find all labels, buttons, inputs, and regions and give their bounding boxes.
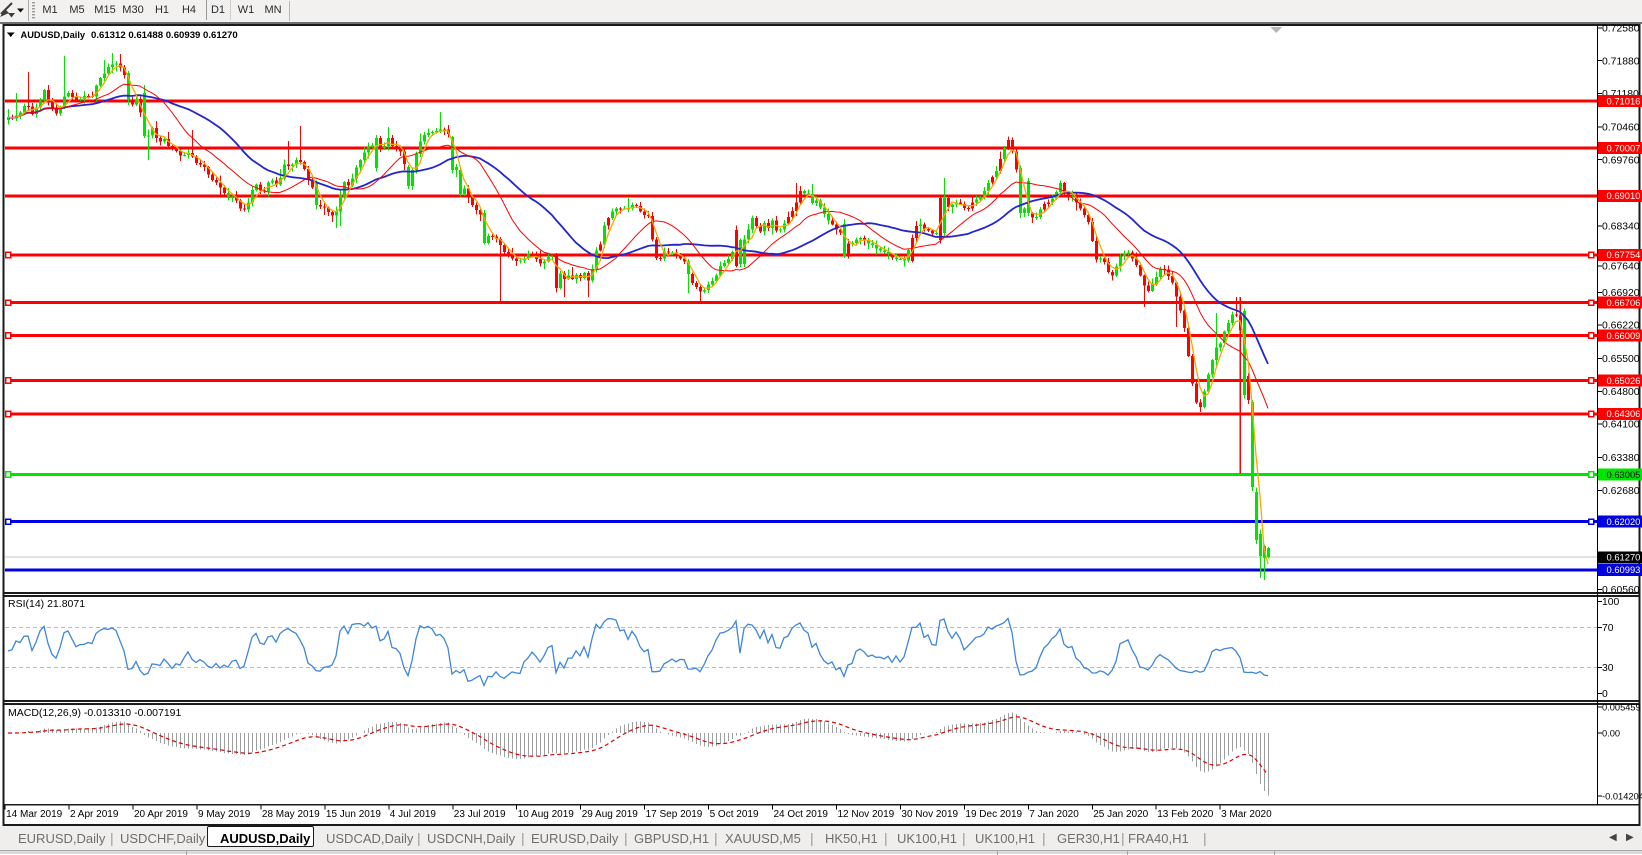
svg-text:0.71880: 0.71880: [1602, 56, 1640, 67]
svg-text:0.64306: 0.64306: [1607, 408, 1641, 419]
svg-text:25 Jan 2020: 25 Jan 2020: [1093, 809, 1148, 820]
svg-text:3 Mar 2020: 3 Mar 2020: [1221, 809, 1272, 820]
svg-text:0.68340: 0.68340: [1602, 222, 1640, 233]
svg-text:14 Mar 2019: 14 Mar 2019: [6, 809, 63, 820]
svg-text:0.005459: 0.005459: [1602, 702, 1641, 712]
svg-text:4 Jul 2019: 4 Jul 2019: [390, 809, 437, 820]
svg-text:0: 0: [1602, 689, 1608, 700]
svg-text:0.66920: 0.66920: [1602, 288, 1640, 299]
svg-text:19 Dec 2019: 19 Dec 2019: [965, 809, 1022, 820]
svg-text:0.60993: 0.60993: [1607, 564, 1641, 575]
svg-text:17 Sep 2019: 17 Sep 2019: [646, 809, 703, 820]
svg-text:0.70460: 0.70460: [1602, 123, 1640, 134]
svg-text:0.61270: 0.61270: [1607, 552, 1641, 563]
svg-text:0.60560: 0.60560: [1602, 585, 1640, 596]
svg-text:0.63380: 0.63380: [1602, 453, 1640, 464]
svg-text:0.70007: 0.70007: [1607, 142, 1641, 153]
svg-text:20 Apr 2019: 20 Apr 2019: [134, 809, 188, 820]
svg-text:0.63005: 0.63005: [1607, 469, 1641, 480]
svg-text:0.72580: 0.72580: [1602, 24, 1640, 35]
svg-text:0.64800: 0.64800: [1602, 387, 1640, 398]
svg-text:12 Nov 2019: 12 Nov 2019: [838, 809, 895, 820]
svg-text:0.69760: 0.69760: [1602, 155, 1640, 166]
svg-text:5 Oct 2019: 5 Oct 2019: [710, 809, 759, 820]
svg-text:0.00: 0.00: [1602, 728, 1620, 738]
svg-text:0.64100: 0.64100: [1602, 420, 1640, 431]
svg-text:29 Aug 2019: 29 Aug 2019: [582, 809, 639, 820]
svg-text:0.66009: 0.66009: [1607, 330, 1641, 341]
svg-text:30: 30: [1602, 663, 1614, 674]
svg-text:0.66220: 0.66220: [1602, 321, 1640, 332]
svg-text:70: 70: [1602, 623, 1614, 634]
svg-text:0.67640: 0.67640: [1602, 262, 1640, 273]
svg-text:0.71180: 0.71180: [1602, 89, 1639, 100]
svg-text:0.67754: 0.67754: [1607, 249, 1641, 260]
svg-text:MACD(12,26,9) -0.013310 -0.007: MACD(12,26,9) -0.013310 -0.007191: [8, 707, 182, 719]
svg-text:0.61312 0.61488 0.60939 0.6127: 0.61312 0.61488 0.60939 0.61270: [91, 30, 238, 41]
svg-text:-0.014204: -0.014204: [1602, 791, 1642, 801]
svg-text:RSI(14) 21.8071: RSI(14) 21.8071: [8, 598, 85, 610]
svg-text:7 Jan 2020: 7 Jan 2020: [1029, 809, 1079, 820]
svg-text:23 Jul 2019: 23 Jul 2019: [454, 809, 506, 820]
svg-text:0.62680: 0.62680: [1602, 486, 1640, 497]
svg-text:15 Jun 2019: 15 Jun 2019: [326, 809, 381, 820]
svg-text:0.69010: 0.69010: [1607, 190, 1641, 201]
svg-text:10 Aug 2019: 10 Aug 2019: [518, 809, 575, 820]
svg-text:0.66706: 0.66706: [1607, 297, 1641, 308]
svg-text:0.65026: 0.65026: [1607, 375, 1641, 386]
svg-text:0.62020: 0.62020: [1607, 516, 1641, 527]
svg-text:24 Oct 2019: 24 Oct 2019: [774, 809, 829, 820]
svg-text:30 Nov 2019: 30 Nov 2019: [901, 809, 958, 820]
svg-text:28 May 2019: 28 May 2019: [262, 809, 320, 820]
svg-text:0.65500: 0.65500: [1602, 354, 1640, 365]
svg-text:100: 100: [1602, 597, 1620, 608]
svg-text:9 May 2019: 9 May 2019: [198, 809, 251, 820]
svg-text:13 Feb 2020: 13 Feb 2020: [1157, 809, 1214, 820]
svg-text:0.71016: 0.71016: [1607, 95, 1641, 106]
svg-text:2 Apr 2019: 2 Apr 2019: [70, 809, 119, 820]
svg-text:AUDUSD,Daily: AUDUSD,Daily: [21, 30, 86, 40]
